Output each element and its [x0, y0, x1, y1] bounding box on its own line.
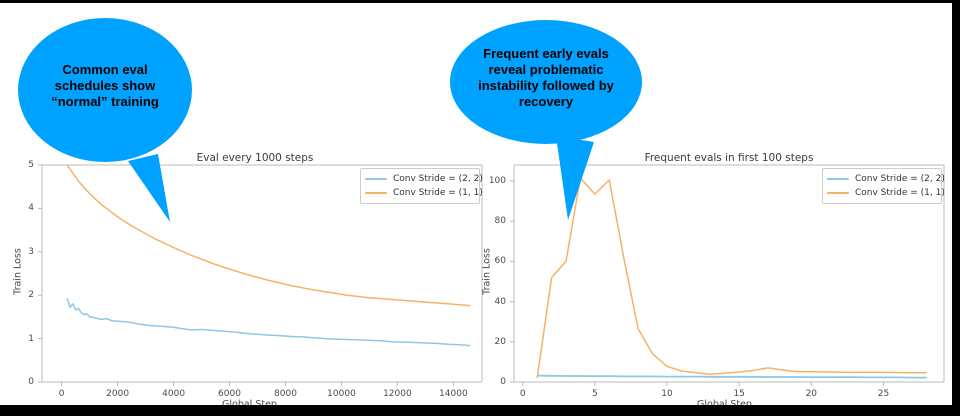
callout-left-shape: [18, 18, 192, 222]
legend-item-conv-stride-1-1[interactable]: Conv Stride = (1, 1): [365, 186, 483, 200]
frame-bar-top: [0, 0, 960, 3]
callout-left-line3: “normal” training: [51, 93, 159, 109]
frame-bar-bottom: [0, 405, 960, 416]
xtick-label: 25: [877, 389, 890, 399]
x-axis-label-left: Global Step: [222, 399, 277, 410]
xtick-label: 10: [661, 389, 673, 399]
chart-title-left: Eval every 1000 steps: [196, 152, 314, 164]
callout-right-shape: [450, 20, 642, 220]
callout-left[interactable]: Common eval schedules show “normal” trai…: [18, 14, 228, 234]
callout-left-text: Common eval schedules show “normal” trai…: [24, 62, 186, 110]
legend-swatch-icon: [827, 177, 849, 181]
ytick-label: 20: [494, 336, 506, 347]
ytick-label: 0: [500, 377, 506, 387]
callout-right-line1: Frequent early evals: [483, 46, 609, 61]
legend-swatch-icon: [365, 191, 387, 195]
xtick-label: 20: [805, 389, 818, 399]
plot-area-left: [38, 164, 483, 386]
legend-item-conv-stride-1-1[interactable]: Conv Stride = (1, 1): [827, 186, 945, 200]
callout-right-text: Frequent early evals reveal problematic …: [454, 46, 638, 109]
xtick-label: 4000: [162, 389, 186, 399]
ytick-label: 2: [28, 290, 34, 301]
xtick-label: 0: [519, 389, 526, 399]
legend-swatch-icon: [827, 191, 849, 195]
legend-swatch-icon: [365, 177, 387, 181]
xtick-label: 6000: [218, 389, 241, 399]
figure-frequent-evals-first-100-steps: Frequent evals in first 100 steps: [480, 148, 952, 410]
ytick-label: 3: [28, 246, 34, 257]
legend-item-conv-stride-2-2[interactable]: Conv Stride = (2, 2): [365, 172, 483, 186]
plot-area-right: [510, 164, 945, 386]
legend-item-conv-stride-2-2[interactable]: Conv Stride = (2, 2): [827, 172, 945, 186]
x-axis-label-right: Global Step: [697, 399, 752, 410]
legend-label: Conv Stride = (1, 1): [393, 188, 483, 198]
ytick-label: 4: [28, 203, 34, 214]
ytick-label: 1: [28, 333, 34, 344]
xtick-label: 2000: [106, 389, 130, 399]
frame-bar-right: [952, 0, 960, 416]
legend-left[interactable]: Conv Stride = (2, 2) Conv Stride = (1, 1…: [360, 168, 483, 204]
callout-right[interactable]: Frequent early evals reveal problematic …: [448, 18, 648, 228]
ytick-label: 60: [494, 256, 506, 267]
callout-right-line4: recovery: [518, 93, 574, 109]
xtick-label: 0: [58, 389, 65, 399]
legend-label: Conv Stride = (1, 1): [855, 188, 945, 198]
ytick-label: 40: [494, 296, 506, 307]
figure-eval-every-1000-steps: Eval every 1000 steps: [0, 148, 490, 410]
chart-title-right: Frequent evals in first 100 steps: [644, 152, 814, 164]
ytick-label: 100: [488, 176, 506, 186]
callout-right-line3: instability followed by: [478, 77, 614, 93]
xtick-label: 15: [733, 389, 745, 399]
y-axis-label-right: Train Loss: [481, 248, 493, 295]
xtick-label: 5: [592, 389, 598, 399]
y-axis-label-left: Train Loss: [12, 248, 24, 295]
xtick-label: 10000: [327, 389, 356, 399]
callout-left-line2: schedules show: [54, 77, 156, 93]
legend-right[interactable]: Conv Stride = (2, 2) Conv Stride = (1, 1…: [822, 168, 945, 204]
xtick-label: 14000: [439, 389, 468, 399]
callout-right-line2: reveal problematic: [488, 61, 604, 77]
xtick-label: 12000: [383, 389, 412, 399]
xtick-label: 8000: [274, 389, 297, 399]
callout-left-line1: Common eval: [62, 62, 148, 77]
ytick-label: 0: [28, 377, 34, 387]
legend-label: Conv Stride = (2, 2): [393, 174, 483, 184]
ytick-label: 5: [28, 160, 34, 170]
ytick-label: 80: [494, 216, 506, 227]
legend-label: Conv Stride = (2, 2): [855, 174, 945, 184]
